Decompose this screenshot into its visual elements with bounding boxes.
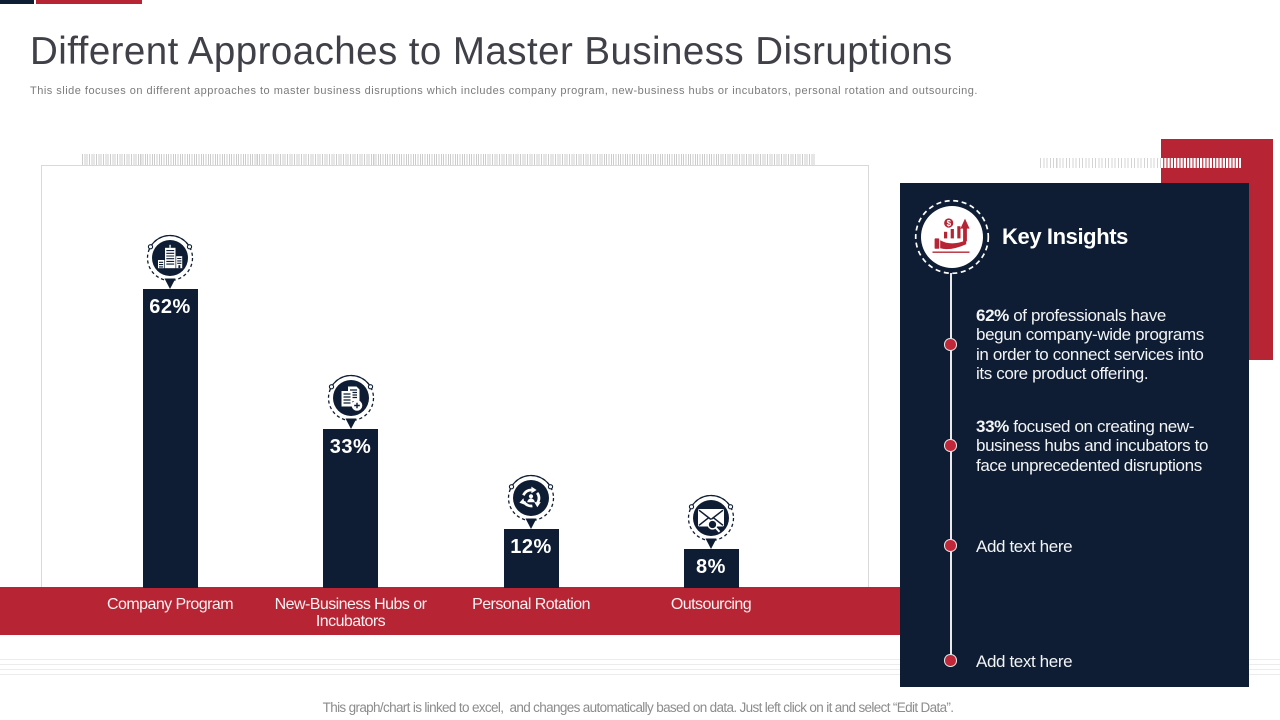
svg-text:$: $ (947, 219, 952, 228)
